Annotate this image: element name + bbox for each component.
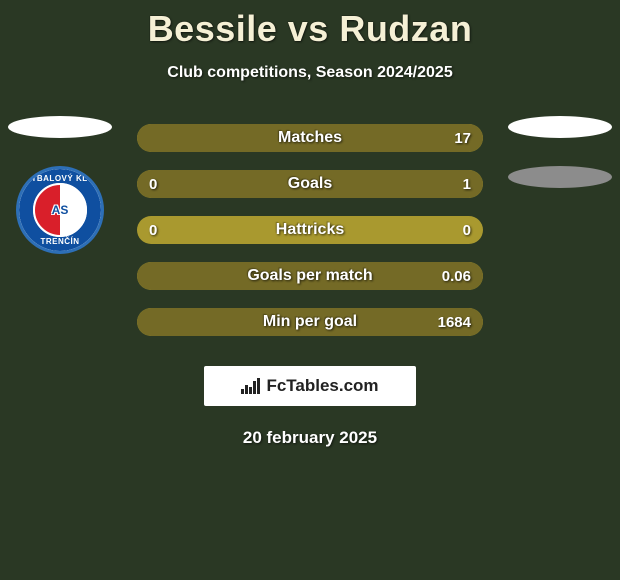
bar-label: Min per goal bbox=[263, 313, 357, 331]
right-club-badge-placeholder bbox=[508, 166, 612, 188]
bar-label: Goals per match bbox=[247, 267, 372, 285]
badge-top-text: FUTBALOVÝ KLUB bbox=[20, 174, 100, 183]
watermark-text: FcTables.com bbox=[266, 376, 378, 396]
badge-bottom-text: TRENČÍN bbox=[40, 237, 79, 246]
page-title: Bessile vs Rudzan bbox=[0, 0, 620, 50]
bar-label: Hattricks bbox=[276, 221, 344, 239]
date-text: 20 february 2025 bbox=[0, 428, 620, 448]
bar-value-right: 0 bbox=[463, 222, 471, 239]
left-player-column: FUTBALOVÝ KLUB AS TRENČÍN bbox=[8, 116, 112, 254]
bar-value-right: 17 bbox=[454, 130, 471, 147]
bar-value-right: 1684 bbox=[438, 314, 471, 331]
stat-bar: 0 1 Goals bbox=[137, 170, 483, 198]
stat-bar: 0 0 Hattricks bbox=[137, 216, 483, 244]
stat-bar: 17 Matches bbox=[137, 124, 483, 152]
bar-label: Goals bbox=[288, 175, 332, 193]
bar-value-left: 0 bbox=[149, 176, 157, 193]
stat-bar: 0.06 Goals per match bbox=[137, 262, 483, 290]
bar-value-left: 0 bbox=[149, 222, 157, 239]
bars-icon bbox=[241, 378, 260, 394]
left-club-badge: FUTBALOVÝ KLUB AS TRENČÍN bbox=[16, 166, 104, 254]
bar-label: Matches bbox=[278, 129, 342, 147]
subtitle: Club competitions, Season 2024/2025 bbox=[0, 64, 620, 82]
bar-value-right: 1 bbox=[463, 176, 471, 193]
watermark: FcTables.com bbox=[204, 366, 416, 406]
badge-inner: AS bbox=[33, 183, 87, 237]
bar-value-right: 0.06 bbox=[442, 268, 471, 285]
stat-bars: 17 Matches 0 1 Goals 0 0 Hattricks 0.06 Goals per… bbox=[137, 124, 483, 336]
left-player-photo bbox=[8, 116, 112, 138]
stats-area: FUTBALOVÝ KLUB AS TRENČÍN 17 Matches 0 1 Goa… bbox=[0, 124, 620, 336]
right-player-photo bbox=[508, 116, 612, 138]
stat-bar: 1684 Min per goal bbox=[137, 308, 483, 336]
badge-center-text: AS bbox=[52, 203, 69, 217]
right-player-column bbox=[508, 116, 612, 216]
